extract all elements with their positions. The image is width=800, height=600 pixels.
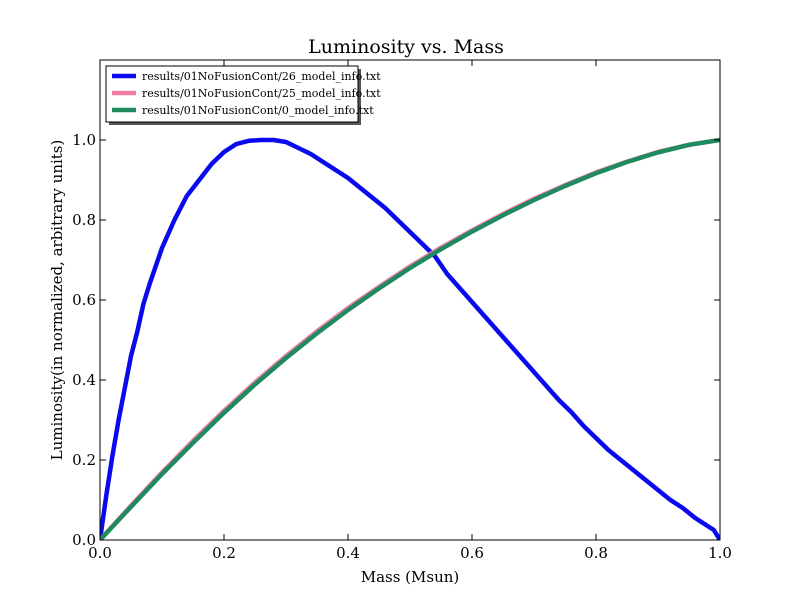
y-tick-label: 1.0: [72, 131, 96, 149]
x-tick-label: 0.6: [460, 544, 484, 562]
x-tick-label: 0.0: [88, 544, 112, 562]
series-line-0: [100, 137, 720, 540]
legend-label: results/01NoFusionCont/25_model_info.txt: [142, 87, 381, 100]
y-tick-label: 0.8: [72, 211, 96, 229]
y-tick-label: 0.0: [72, 531, 96, 549]
legend: results/01NoFusionCont/26_model_info.txt…: [105, 65, 381, 125]
chart-title: Luminosity vs. Mass: [308, 36, 504, 58]
y-axis-label: Luminosity(in normalized, arbitrary unit…: [48, 140, 66, 461]
x-axis-label: Mass (Msun): [361, 568, 460, 586]
series-line-1: [100, 137, 720, 540]
y-tick-label: 0.6: [72, 291, 96, 309]
x-tick-label: 1.0: [708, 544, 732, 562]
y-tick-label: 0.2: [72, 451, 96, 469]
axis-ticks: 0.0 0.2 0.4 0.6 0.8 1.0 0.0 0.2 0.4 0.6 0.8 1.0: [72, 60, 732, 562]
y-tick-label: 0.4: [72, 371, 96, 389]
legend-label: results/01NoFusionCont/0_model_info.txt: [142, 104, 374, 117]
x-tick-label: 0.2: [212, 544, 236, 562]
x-tick-label: 0.8: [584, 544, 608, 562]
x-tick-label: 0.4: [336, 544, 360, 562]
plot-lines: [100, 137, 720, 540]
series-line-2: [100, 137, 720, 540]
legend-label: results/01NoFusionCont/26_model_info.txt: [142, 70, 381, 83]
legend-box: [105, 65, 359, 123]
plot-area-frame: [99, 59, 721, 541]
